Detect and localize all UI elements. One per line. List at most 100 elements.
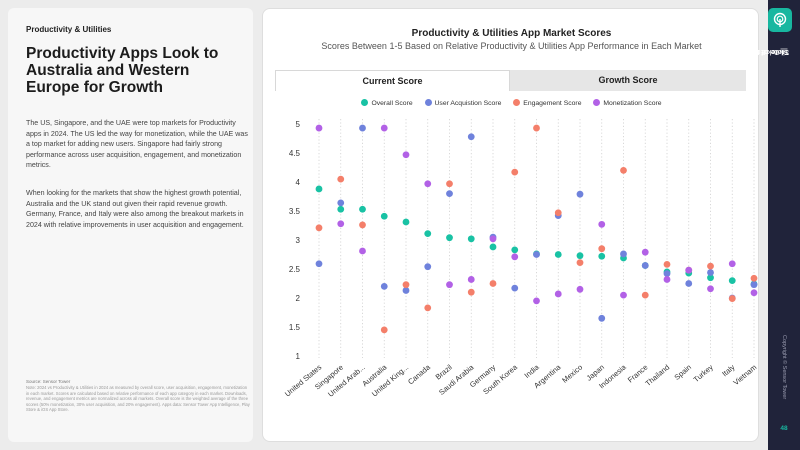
x-tick-label: Italy [720,362,737,378]
tab-current-score[interactable]: Current Score [275,70,510,91]
data-point [663,276,671,283]
data-point [598,252,606,260]
data-point [598,220,606,228]
legend-dot-icon [424,99,432,106]
left-panel: Productivity & Utilities Productivity Ap… [8,8,253,442]
x-tick-label: Thailand [643,363,671,388]
data-point [728,260,736,268]
tab-growth-score[interactable]: Growth Score [510,70,746,91]
data-point [554,290,562,298]
data-point [489,235,497,243]
legend-label: Overall Score [371,100,413,107]
y-tick-label: 2 [296,294,301,303]
data-point [446,281,453,289]
data-point [402,281,410,289]
data-point [402,287,410,294]
body-paragraph-1: The US, Singapore, and the UAE were top … [26,119,248,170]
source-title: Source: Sensor Tower [26,379,71,384]
brand-logo [768,8,792,32]
data-point [315,260,323,268]
data-point [685,266,693,274]
copyright-text: Copyright © Sensor Tower [781,335,787,400]
data-point [424,180,432,188]
x-tick-label: Spain [673,363,693,382]
chart-legend: Overall Score User Acquistion Score Enga… [263,99,760,107]
data-point [315,124,323,132]
page-number: 48 [780,425,788,432]
section-label: Productivity & Utilities [26,25,112,34]
y-tick-label: 3.5 [289,207,301,216]
data-point [620,250,627,258]
data-point [533,251,540,258]
x-tick-label: Turkey [692,362,715,384]
body-paragraph-2: When looking for the markets that show t… [26,189,244,229]
data-point [554,251,562,258]
data-point [402,151,410,159]
x-tick-label: Canada [406,362,433,386]
data-point [337,175,345,183]
data-point [380,283,388,290]
sidebar [768,0,800,450]
data-point [750,274,758,282]
data-point [467,235,475,243]
data-point [402,218,410,226]
data-point [685,280,693,287]
data-point [467,276,475,283]
page-headline: Productivity Apps Look to Australia and … [26,45,219,96]
data-point [315,224,323,232]
data-point [511,284,519,292]
data-point [620,291,627,299]
data-point [380,326,388,334]
data-point [641,248,649,256]
sidebar-title: State of Mobile 2025 | TikTok Edition [716,48,789,57]
data-point [750,289,758,297]
data-point [359,221,366,229]
data-point [728,295,736,302]
data-point [620,167,627,174]
data-point [380,212,388,220]
chart-title: Productivity & Utilities App Market Scor… [411,28,612,39]
chart-subtitle: Scores Between 1-5 Based on Relative Pro… [321,41,702,51]
data-point [663,270,671,278]
y-tick-label: 4 [296,178,301,187]
data-point [533,124,540,132]
data-point [641,291,649,299]
data-point [315,185,323,193]
data-point [598,314,606,322]
y-tick-label: 4.5 [289,149,301,158]
data-point [359,247,366,255]
data-point [446,190,453,198]
data-point [707,269,714,276]
legend-item-engagement: Engagement Score [513,99,581,107]
source-note: Note: 2024 vs Productivity & Utilities i… [26,385,250,413]
x-tick-label: Vietnam [732,363,759,388]
sidebar-copyright: Copyright © Sensor Tower [779,335,789,425]
data-point [446,234,453,242]
legend-dot-icon [513,99,521,106]
data-point [359,124,366,132]
data-point [489,243,497,251]
data-point [359,205,366,213]
data-point [511,246,519,254]
legend-item-monetization: Monetization Score [593,99,662,107]
y-tick-label: 1.5 [289,323,301,332]
y-tick-label: 3 [296,236,301,245]
legend-label: Monetization Score [603,100,662,107]
legend-dot-icon [593,99,601,106]
legend-item-overall: Overall Score [361,99,413,107]
y-tick-label: 1 [296,352,301,361]
data-point [424,230,432,238]
data-point [576,252,584,260]
y-tick-label: 5 [296,120,301,129]
data-point [707,274,714,282]
legend-label: Engagement Score [523,100,582,107]
data-point [424,263,432,271]
data-point [467,133,475,141]
data-point [707,285,714,293]
data-point [641,262,649,269]
y-tick-label: 2.5 [289,265,301,274]
x-tick-label: Mexico [560,363,584,385]
report-edition: TikTok Edition [742,48,789,57]
data-point [511,253,519,261]
